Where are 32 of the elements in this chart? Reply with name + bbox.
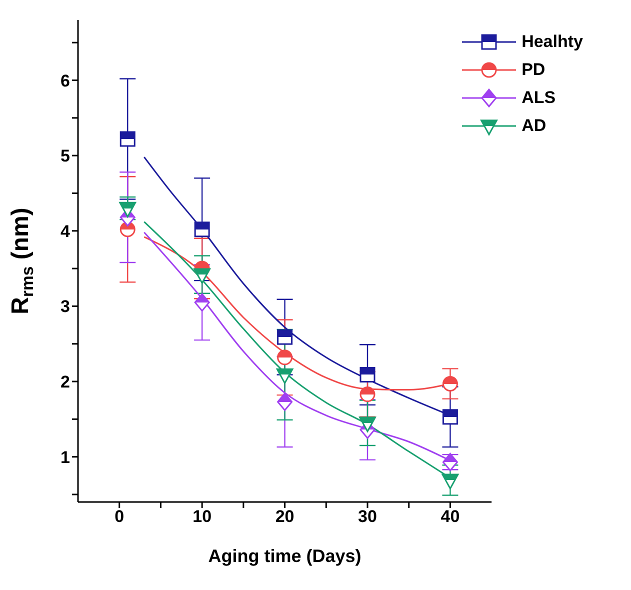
y-tick-label: 1 xyxy=(60,448,70,467)
point xyxy=(120,131,136,147)
x-tick-label: 0 xyxy=(114,507,124,526)
y-tick-label: 4 xyxy=(60,222,71,241)
x-tick-label: 10 xyxy=(192,507,212,526)
point xyxy=(277,329,293,345)
point xyxy=(360,386,376,402)
point xyxy=(359,416,376,432)
point xyxy=(276,368,294,384)
point xyxy=(194,268,211,284)
y-tick-label: 3 xyxy=(60,297,70,316)
x-tick-label: 20 xyxy=(275,507,294,526)
legend-label: AD xyxy=(522,116,546,136)
point xyxy=(442,376,458,392)
y-tick-label: 2 xyxy=(60,372,70,392)
x-tick-label: 40 xyxy=(440,507,460,526)
legend-label: Healhty xyxy=(522,32,583,52)
point xyxy=(360,366,376,382)
point xyxy=(277,350,293,366)
point xyxy=(194,293,210,312)
point xyxy=(119,202,136,218)
x-axis-title: Aging time (Days) xyxy=(208,546,362,566)
y-tick-label: 6 xyxy=(60,71,70,90)
point xyxy=(442,474,459,490)
x-tick-label: 30 xyxy=(358,507,377,526)
point xyxy=(120,222,136,238)
point xyxy=(194,222,210,238)
legend-label: PD xyxy=(522,60,546,80)
point xyxy=(442,409,458,425)
y-tick-label: 5 xyxy=(60,146,70,166)
legend-label: ALS xyxy=(522,88,556,108)
point xyxy=(277,392,293,411)
